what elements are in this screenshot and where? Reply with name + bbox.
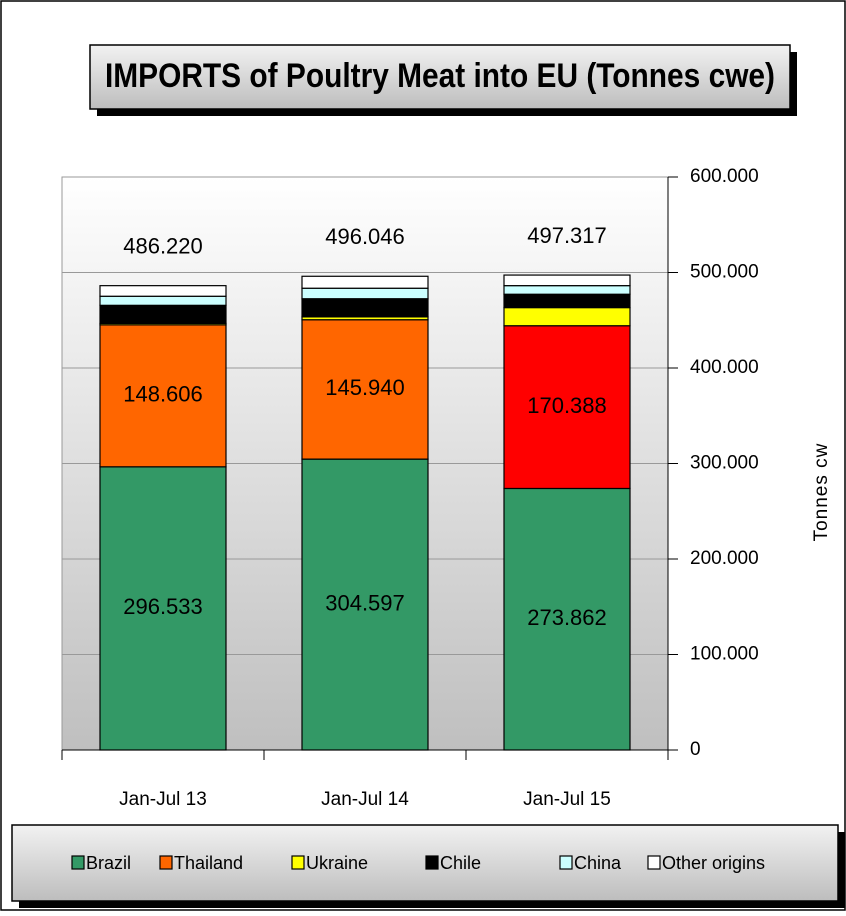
bar-segment bbox=[99, 285, 227, 297]
bar-segment bbox=[99, 304, 227, 325]
legend-label: China bbox=[574, 853, 622, 873]
x-tick-label: Jan-Jul 14 bbox=[321, 789, 409, 810]
bar-segment bbox=[503, 293, 631, 309]
value-label: 148.606 bbox=[123, 382, 203, 407]
total-label: 497.317 bbox=[527, 223, 607, 248]
value-label: 304.597 bbox=[325, 590, 405, 615]
legend-label: Ukraine bbox=[306, 853, 368, 873]
bar-segment bbox=[503, 274, 631, 287]
bar-segment bbox=[503, 325, 631, 490]
bar-segment bbox=[99, 295, 227, 306]
y-tick-label: 600.000 bbox=[690, 166, 759, 187]
value-label: 273.862 bbox=[527, 605, 607, 630]
bar-segment bbox=[301, 287, 429, 300]
value-label: 296.533 bbox=[123, 594, 203, 619]
value-label: 170.388 bbox=[527, 393, 607, 418]
bar-segment bbox=[99, 466, 227, 751]
bar-segment bbox=[503, 487, 631, 751]
bar-segment bbox=[301, 275, 429, 289]
x-tick-label: Jan-Jul 15 bbox=[523, 789, 611, 810]
chart-title: IMPORTS of Poultry Meat into EU (Tonnes … bbox=[105, 57, 775, 95]
legend-swatch bbox=[71, 855, 85, 870]
total-label: 486.220 bbox=[123, 233, 203, 258]
y-axis-title: Tonnes cw bbox=[811, 443, 832, 542]
bar-segment bbox=[301, 319, 429, 460]
legend-label: Thailand bbox=[174, 853, 243, 873]
legend-swatch bbox=[159, 855, 173, 870]
bar-segment bbox=[301, 458, 429, 751]
legend-box bbox=[11, 824, 839, 902]
y-tick-label: 300.000 bbox=[690, 453, 759, 474]
y-tick-label: 200.000 bbox=[690, 548, 759, 569]
y-tick-label: 100.000 bbox=[690, 644, 759, 665]
value-label: 145.940 bbox=[325, 375, 405, 400]
bar-segment bbox=[99, 324, 227, 468]
legend-swatch bbox=[291, 855, 305, 870]
y-tick-label: 400.000 bbox=[690, 357, 759, 378]
legend-swatch bbox=[425, 855, 439, 870]
bar-segment bbox=[503, 306, 631, 327]
x-tick-label: Jan-Jul 13 bbox=[119, 789, 207, 810]
legend-swatch bbox=[559, 855, 573, 870]
bar-segment bbox=[503, 285, 631, 295]
bar-segment bbox=[301, 298, 429, 318]
legend-swatch bbox=[647, 855, 661, 870]
total-label: 496.046 bbox=[325, 224, 405, 249]
title-box bbox=[89, 44, 791, 110]
y-tick-label: 500.000 bbox=[690, 262, 759, 283]
legend-label: Brazil bbox=[86, 853, 131, 873]
legend-label: Other origins bbox=[662, 853, 765, 873]
y-tick-label: 0 bbox=[690, 739, 701, 760]
legend-label: Chile bbox=[440, 853, 481, 873]
